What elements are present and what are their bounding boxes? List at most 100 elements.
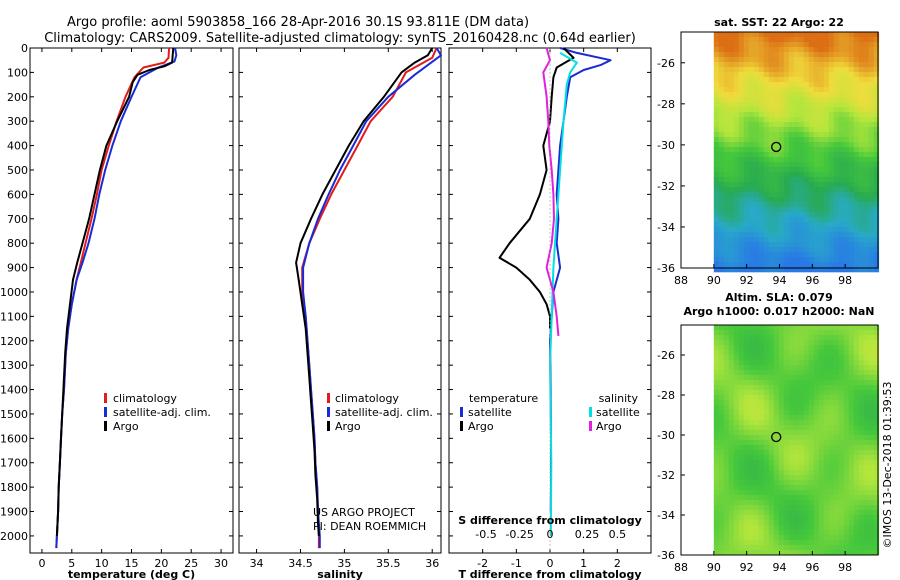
sla-map-cell <box>773 440 780 446</box>
sst-map-cell <box>738 152 745 158</box>
sst-map-cell <box>713 127 720 133</box>
sla-map-cell <box>798 545 805 551</box>
sst-map-cell <box>793 197 800 203</box>
sla-map-cell <box>753 520 760 526</box>
sst-map-cell <box>743 242 750 248</box>
sla-map-cell <box>748 485 755 491</box>
sla-map-cell <box>848 430 855 436</box>
sla-map-cell <box>768 390 775 396</box>
sla-map-cell <box>728 330 735 336</box>
sla-map-cell <box>838 410 845 416</box>
sst-map-cell <box>773 247 780 253</box>
sst-map-cell <box>713 147 720 153</box>
sst-map-cell <box>833 252 840 258</box>
sst-map-cell <box>848 247 855 253</box>
sla-map-cell <box>713 345 720 351</box>
sla-map-cell <box>798 450 805 456</box>
sla-map-cell <box>778 330 785 336</box>
sla-map-cell <box>798 430 805 436</box>
sla-map-cell <box>778 530 785 536</box>
sla-map-cell <box>848 545 855 551</box>
sla-map-cell <box>748 545 755 551</box>
sla-map-cell <box>718 415 725 421</box>
sla-map-cell <box>793 325 800 331</box>
sst-map-cell <box>808 167 815 173</box>
sla-map-cell <box>853 440 860 446</box>
sla-map-cell <box>728 530 735 536</box>
sst-map-cell <box>748 262 755 268</box>
sst-map-cell <box>748 47 755 53</box>
sst-map-cell <box>803 167 810 173</box>
sst-map-cell <box>763 37 770 43</box>
sst-map-cell <box>833 102 840 108</box>
sst-map-cell <box>838 242 845 248</box>
sst-map-cell <box>803 87 810 93</box>
sla-map-cell <box>723 540 730 546</box>
sla-map-cell <box>818 410 825 416</box>
sla-map-cell <box>788 515 795 521</box>
sst-map-cell <box>828 217 835 223</box>
sst-map-cell <box>753 212 760 218</box>
sla-map-cell <box>733 465 740 471</box>
sst-map-cell <box>808 157 815 163</box>
sst-map-cell <box>818 132 825 138</box>
sla-map-cell <box>808 330 815 336</box>
sla-map-cell <box>763 325 770 331</box>
sst-map-cell <box>773 207 780 213</box>
difference-x2-tick-label: -0.5 <box>475 528 496 541</box>
sla-map-cell <box>753 495 760 501</box>
sla-map-cell <box>818 395 825 401</box>
sla-map-cell <box>853 510 860 516</box>
sst-map-cell <box>753 67 760 73</box>
sla-map-cell <box>718 455 725 461</box>
sla-map-cell <box>768 340 775 346</box>
sst-map-cell <box>813 117 820 123</box>
sst-map-cell <box>803 122 810 128</box>
sst-map-cell <box>798 267 805 273</box>
sst-map-cell <box>828 267 835 273</box>
sla-map-cell <box>823 465 830 471</box>
sla-map-cell <box>773 405 780 411</box>
sst-map-cell <box>793 62 800 68</box>
sst-map-cell <box>823 32 830 38</box>
sst-map-cell <box>838 167 845 173</box>
sla-map-cell <box>793 425 800 431</box>
sst-map-cell <box>788 167 795 173</box>
sst-map-cell <box>783 252 790 258</box>
sst-map-cell <box>828 137 835 143</box>
sst-map-cell <box>823 212 830 218</box>
sst-map-cell <box>813 112 820 118</box>
sla-map-cell <box>833 335 840 341</box>
sla-map-cell <box>828 465 835 471</box>
sla-map-cell <box>873 380 880 386</box>
sla-map-cell <box>733 395 740 401</box>
sla-map-cell <box>733 340 740 346</box>
sst-map-cell <box>793 152 800 158</box>
sla-map-cell <box>783 445 790 451</box>
sst-map-cell <box>803 57 810 63</box>
sla-map-cell <box>743 340 750 346</box>
sst-map-cell <box>823 267 830 273</box>
sst-map-cell <box>733 172 740 178</box>
sla-map-cell <box>863 525 870 531</box>
sla-map-cell <box>828 415 835 421</box>
sla-map-cell <box>873 330 880 336</box>
sst-map-cell <box>723 207 730 213</box>
sst-map-cell <box>723 242 730 248</box>
sla-map-cell <box>848 455 855 461</box>
sst-map-cell <box>728 97 735 103</box>
sla-map-cell <box>868 540 875 546</box>
sla-map-cell <box>748 370 755 376</box>
sst-map-cell <box>738 167 745 173</box>
sla-map-cell <box>723 490 730 496</box>
sst-map-cell <box>818 137 825 143</box>
sla-map-cell <box>763 530 770 536</box>
sst-map-cell <box>848 172 855 178</box>
sst-map-cell <box>748 217 755 223</box>
sst-map-cell <box>868 262 875 268</box>
sst-map-cell <box>848 252 855 258</box>
sla-map-cell <box>733 525 740 531</box>
sst-map-cell <box>873 52 880 58</box>
sst-map-cell <box>803 77 810 83</box>
sla-map-cell <box>828 395 835 401</box>
